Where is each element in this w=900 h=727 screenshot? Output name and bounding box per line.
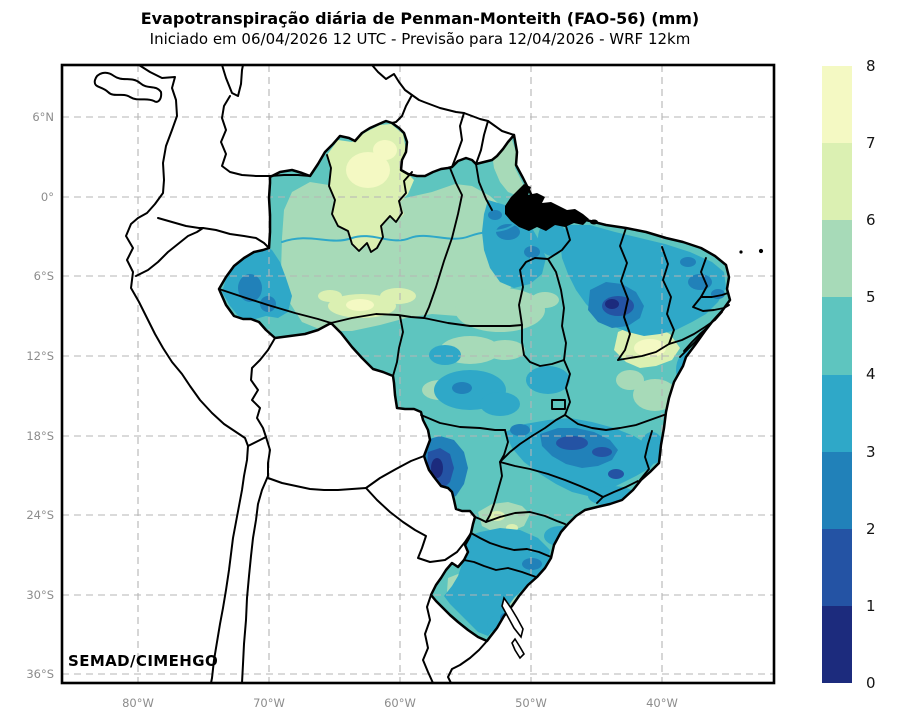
atlantic-islet (739, 250, 743, 254)
peru-bolivia-border (250, 337, 276, 438)
gridlines (62, 65, 774, 683)
colorbar-tick-5: 5 (866, 288, 876, 306)
lat-tick-24s: 24°S (26, 508, 54, 522)
colorbar-segment (822, 220, 852, 298)
colorbar-segment (822, 297, 852, 375)
pacific-coastline (125, 65, 249, 683)
lat-tick-30s: 30°S (26, 588, 54, 602)
lat-tick-18s: 18°S (26, 429, 54, 443)
colombia-peru-border (202, 227, 270, 249)
chile-argentina-border (241, 436, 271, 683)
colorbar (822, 66, 852, 683)
colorbar-segment (822, 605, 852, 683)
colorbar-tick-2: 2 (866, 520, 876, 538)
colorbar-tick-3: 3 (866, 443, 876, 461)
lat-tick-6n: 6°N (32, 110, 54, 124)
colorbar-segment (822, 374, 852, 452)
lat-tick-0: 0° (40, 190, 54, 204)
state-borders (218, 154, 730, 578)
colorbar-tick-8: 8 (866, 57, 876, 75)
colorbar-segment (822, 143, 852, 221)
colombia-venezuela-border (220, 95, 311, 177)
ecuador-peru-border (135, 227, 204, 277)
map-frame (60, 63, 776, 685)
colorbar-tick-1: 1 (866, 597, 876, 615)
venezuela-guiana-coastline (371, 65, 515, 136)
lon-tick-50w: 50°W (515, 696, 547, 710)
amazon-delta (505, 184, 764, 254)
colorbar-segment (822, 451, 852, 529)
country-borders (93, 65, 515, 683)
colorbar-tick-6: 6 (866, 211, 876, 229)
colorbar-tick-0: 0 (866, 674, 876, 692)
peru-chile-border (247, 436, 267, 447)
paraguay-argentina-border (365, 487, 472, 563)
colorbar-segment (822, 66, 852, 144)
lat-tick-12s: 12°S (26, 349, 54, 363)
suriname-guiana-border (475, 120, 489, 165)
watermark: SEMAD/CIMEHGO (68, 652, 219, 670)
bolivia-paraguay-border (365, 455, 425, 489)
lon-tick-70w: 70°W (253, 696, 285, 710)
colorbar-segment (822, 528, 852, 606)
colorbar-tick-4: 4 (866, 365, 876, 383)
lake-maracaibo (221, 65, 244, 97)
amazon-river (281, 223, 516, 243)
lat-tick-6s: 6°S (33, 269, 54, 283)
atlantic-islet (758, 248, 764, 254)
lat-tick-36s: 36°S (26, 667, 54, 681)
lon-tick-80w: 80°W (122, 696, 154, 710)
coastal-lagoons (501, 596, 525, 660)
argentina-uruguay-border (422, 594, 434, 683)
figure-subtitle: Iniciado em 06/04/2026 12 UTC - Previsão… (149, 30, 691, 48)
distrito-federal-border (551, 399, 566, 410)
colorbar-tick-7: 7 (866, 134, 876, 152)
bolivia-argentina-border (267, 477, 367, 491)
figure-title: Evapotranspiração diária de Penman-Monte… (140, 9, 700, 28)
uruguay-coastline (447, 640, 488, 683)
lon-tick-60w: 60°W (384, 696, 416, 710)
venezuela-guyana-border (391, 94, 413, 124)
lon-tick-40w: 40°W (646, 696, 678, 710)
colombia-ecuador-border (157, 217, 204, 229)
guyana-suriname-border (451, 112, 465, 168)
panama-coastline (93, 71, 163, 103)
